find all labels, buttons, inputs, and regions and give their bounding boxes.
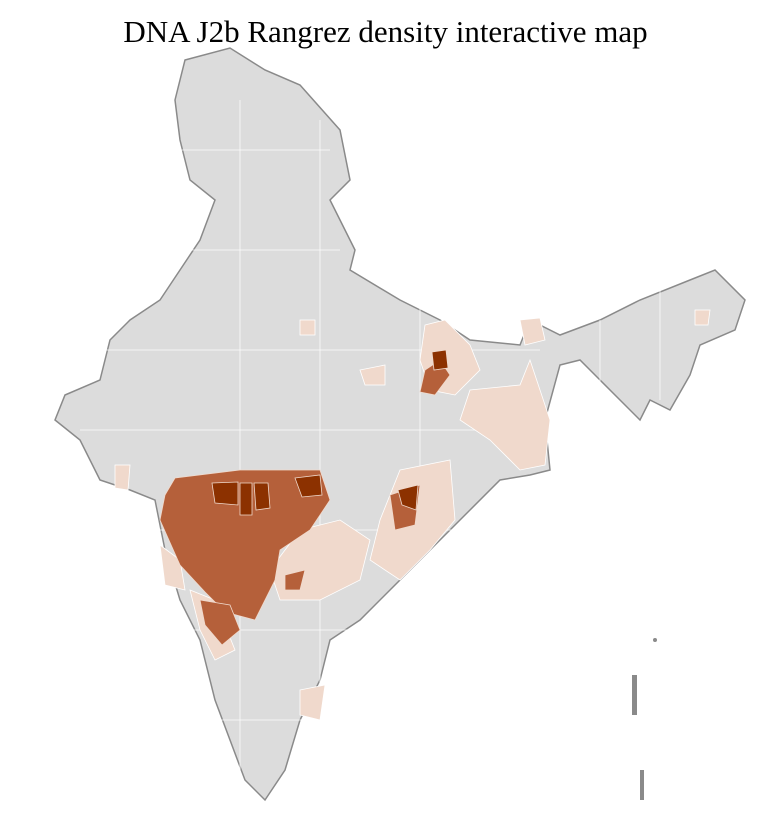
region-low-maharashtra-west[interactable]	[159, 544, 186, 591]
region-medium-telangana[interactable]	[284, 569, 306, 591]
island-nicobar	[640, 770, 644, 800]
region-low-tamilnadu[interactable]	[299, 684, 326, 721]
india-outline	[54, 47, 746, 802]
region-medium-maharashtra[interactable]	[159, 469, 331, 621]
region-low-gujarat[interactable]	[114, 464, 131, 491]
region-high-odisha[interactable]	[397, 484, 419, 511]
region-medium-karnataka[interactable]	[199, 599, 241, 646]
map-title: DNA J2b Rangrez density interactive map	[123, 14, 648, 49]
island-small	[653, 638, 657, 642]
high-density-regions[interactable]	[211, 349, 449, 516]
region-high-3[interactable]	[253, 482, 271, 511]
region-high-4[interactable]	[294, 474, 323, 498]
region-high-2[interactable]	[239, 482, 253, 516]
region-high-1[interactable]	[211, 481, 239, 506]
region-low-bengal[interactable]	[459, 358, 551, 471]
island-andaman	[632, 675, 637, 715]
region-low-assam[interactable]	[694, 309, 711, 326]
islands	[632, 638, 657, 800]
region-low-sikkim[interactable]	[519, 317, 546, 346]
region-low-up-2[interactable]	[359, 364, 386, 386]
region-low-up[interactable]	[299, 319, 316, 336]
region-high-bihar[interactable]	[431, 349, 449, 371]
